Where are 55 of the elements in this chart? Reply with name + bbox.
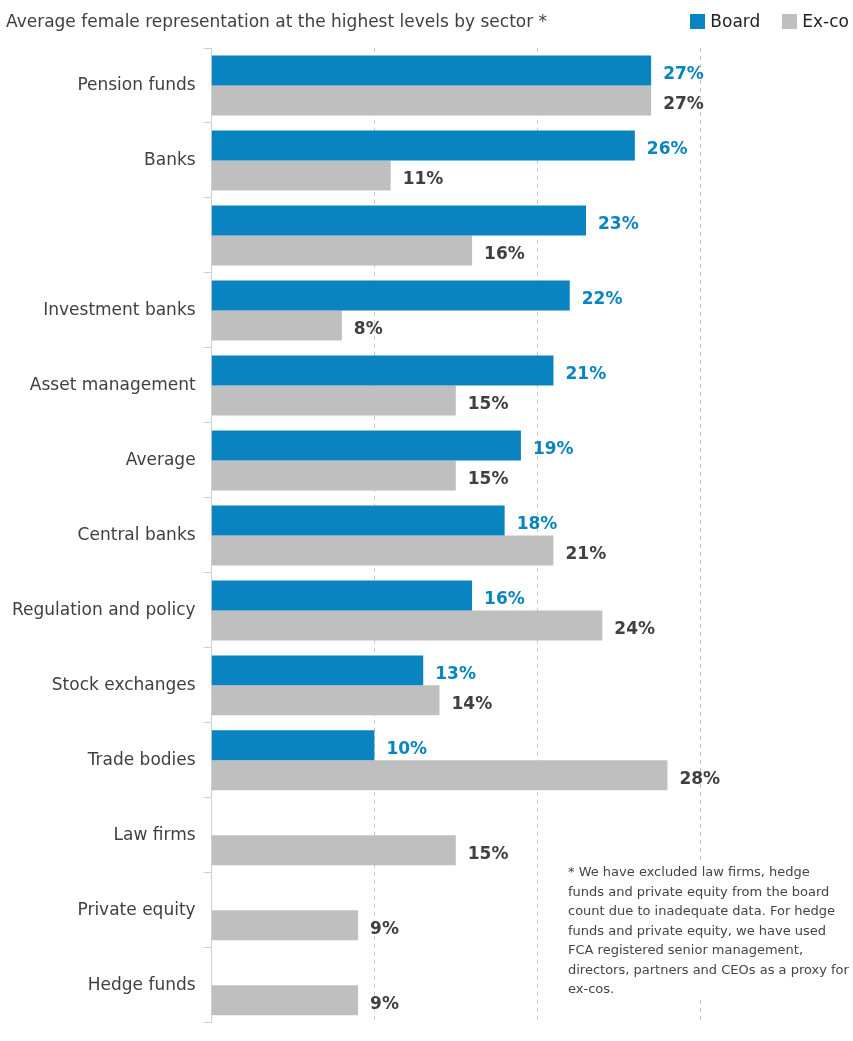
bar — [211, 355, 554, 386]
data-label: 14% — [451, 692, 493, 713]
bar — [211, 505, 505, 536]
data-label: 24% — [614, 617, 656, 638]
data-label: 16% — [484, 587, 525, 608]
bar — [211, 160, 391, 191]
y-tick-label: Law firms — [113, 823, 196, 844]
data-label: 18% — [516, 512, 558, 533]
bar — [211, 310, 342, 341]
bar — [211, 55, 652, 86]
data-label: 19% — [532, 437, 574, 458]
data-label: 8% — [353, 317, 383, 338]
data-label: 22% — [581, 287, 623, 308]
legend-label: Ex-co — [801, 11, 849, 31]
data-label: 21% — [565, 542, 607, 563]
chart-title: Average female representation at the highest levels by sector * — [6, 11, 549, 31]
data-label: 23% — [598, 212, 639, 233]
y-tick-label: Pension funds — [77, 73, 196, 94]
data-label: 27% — [663, 62, 704, 83]
data-label: 21% — [565, 362, 607, 383]
y-tick-label: Trade bodies — [86, 748, 196, 769]
data-label: 9% — [370, 917, 399, 938]
annotation: * We have excluded law firms, hedge funds and private equity from the board count due to inadequate data. For hedge funds and private equity, we have used FCA registered senior management, directors, partners and CEOs as a proxy for ex-cos. — [568, 862, 850, 999]
bar — [211, 730, 375, 761]
y-tick-label: Private equity — [77, 898, 196, 919]
bar — [211, 580, 473, 611]
bar — [211, 985, 359, 1016]
legend-label: Board — [709, 11, 761, 31]
data-label: 15% — [467, 392, 509, 413]
data-label: 11% — [402, 167, 444, 188]
bar — [211, 760, 668, 791]
y-tick-label: Hedge funds — [87, 973, 196, 994]
data-label: 15% — [467, 467, 509, 488]
y-tick-label: Central banks — [77, 523, 196, 544]
data-label: 28% — [679, 767, 721, 788]
data-label: 13% — [435, 662, 476, 683]
bar — [211, 430, 521, 461]
data-label: 10% — [386, 737, 428, 758]
bar — [211, 280, 570, 311]
bar — [211, 535, 554, 566]
y-tick-label: Asset management — [29, 373, 196, 394]
bar — [211, 205, 587, 236]
data-label: 16% — [484, 242, 525, 263]
y-tick-label: Average — [125, 448, 196, 469]
y-tick-label: Regulation and policy — [11, 598, 196, 619]
y-tick-label: Banks — [144, 148, 196, 169]
data-label: 15% — [467, 842, 509, 863]
data-label: 26% — [646, 137, 688, 158]
y-tick-label: Investment banks — [43, 298, 196, 319]
data-label: 9% — [370, 992, 399, 1013]
bar — [211, 130, 635, 161]
data-label: 27% — [663, 92, 704, 113]
y-tick-label: Stock exchanges — [51, 673, 196, 694]
bar — [211, 910, 359, 941]
bar — [211, 655, 424, 686]
